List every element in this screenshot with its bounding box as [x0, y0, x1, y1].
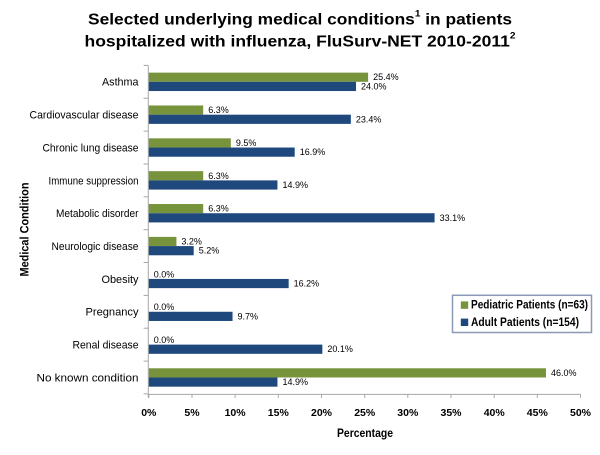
svg-text:14.9%: 14.9% [282, 377, 308, 387]
svg-text:Pregnancy: Pregnancy [86, 307, 139, 319]
svg-text:Asthma: Asthma [102, 77, 139, 89]
svg-text:9.5%: 9.5% [236, 138, 257, 148]
svg-text:25%: 25% [354, 407, 376, 419]
svg-text:Renal disease: Renal disease [73, 340, 139, 352]
svg-text:16.9%: 16.9% [300, 147, 326, 157]
svg-text:6.3%: 6.3% [208, 171, 229, 181]
svg-text:14.9%: 14.9% [282, 180, 308, 190]
svg-text:20%: 20% [311, 407, 333, 419]
svg-text:33.1%: 33.1% [440, 213, 466, 223]
svg-text:46.0%: 46.0% [551, 368, 577, 378]
svg-text:5%: 5% [184, 407, 200, 419]
svg-text:25.4%: 25.4% [373, 72, 399, 82]
svg-text:0.0%: 0.0% [154, 335, 175, 345]
svg-text:Selected underlying medical co: Selected underlying medical conditions 1 … [88, 9, 512, 29]
svg-text:Percentage: Percentage [337, 426, 393, 440]
svg-text:35%: 35% [440, 407, 462, 419]
svg-text:0.0%: 0.0% [154, 302, 175, 312]
svg-text:Chronic lung disease: Chronic lung disease [43, 142, 139, 154]
svg-text:3.2%: 3.2% [181, 236, 202, 246]
svg-text:hospitalized with influenza, F: hospitalized with influenza, FluSurv-NET… [85, 30, 516, 50]
svg-text:10%: 10% [225, 407, 247, 419]
svg-text:30%: 30% [397, 407, 419, 419]
svg-text:No known condition: No known condition [37, 372, 139, 384]
svg-text:23.4%: 23.4% [356, 114, 382, 124]
svg-text:16.2%: 16.2% [294, 279, 320, 289]
svg-text:45%: 45% [527, 407, 549, 419]
svg-text:20.1%: 20.1% [327, 344, 353, 354]
svg-text:Immune suppression: Immune suppression [49, 175, 139, 187]
svg-text:Medical Condition: Medical Condition [18, 183, 32, 277]
svg-text:50%: 50% [570, 407, 592, 419]
svg-text:Adult Patients (n=154): Adult Patients (n=154) [471, 315, 579, 329]
svg-text:Metabolic disorder: Metabolic disorder [56, 208, 139, 220]
svg-text:0%: 0% [141, 407, 157, 419]
svg-text:6.3%: 6.3% [208, 105, 229, 115]
svg-text:24.0%: 24.0% [361, 81, 387, 91]
svg-text:15%: 15% [268, 407, 290, 419]
svg-text:Obesity: Obesity [102, 274, 139, 286]
svg-text:9.7%: 9.7% [238, 311, 259, 321]
svg-text:Pediatric Patients (n=63): Pediatric Patients (n=63) [471, 297, 588, 311]
svg-text:Neurologic disease: Neurologic disease [52, 241, 139, 253]
svg-text:0.0%: 0.0% [154, 269, 175, 279]
svg-text:Cardiovascular disease: Cardiovascular disease [30, 110, 139, 122]
svg-text:6.3%: 6.3% [208, 204, 229, 214]
svg-text:5.2%: 5.2% [199, 246, 220, 256]
svg-text:40%: 40% [484, 407, 506, 419]
